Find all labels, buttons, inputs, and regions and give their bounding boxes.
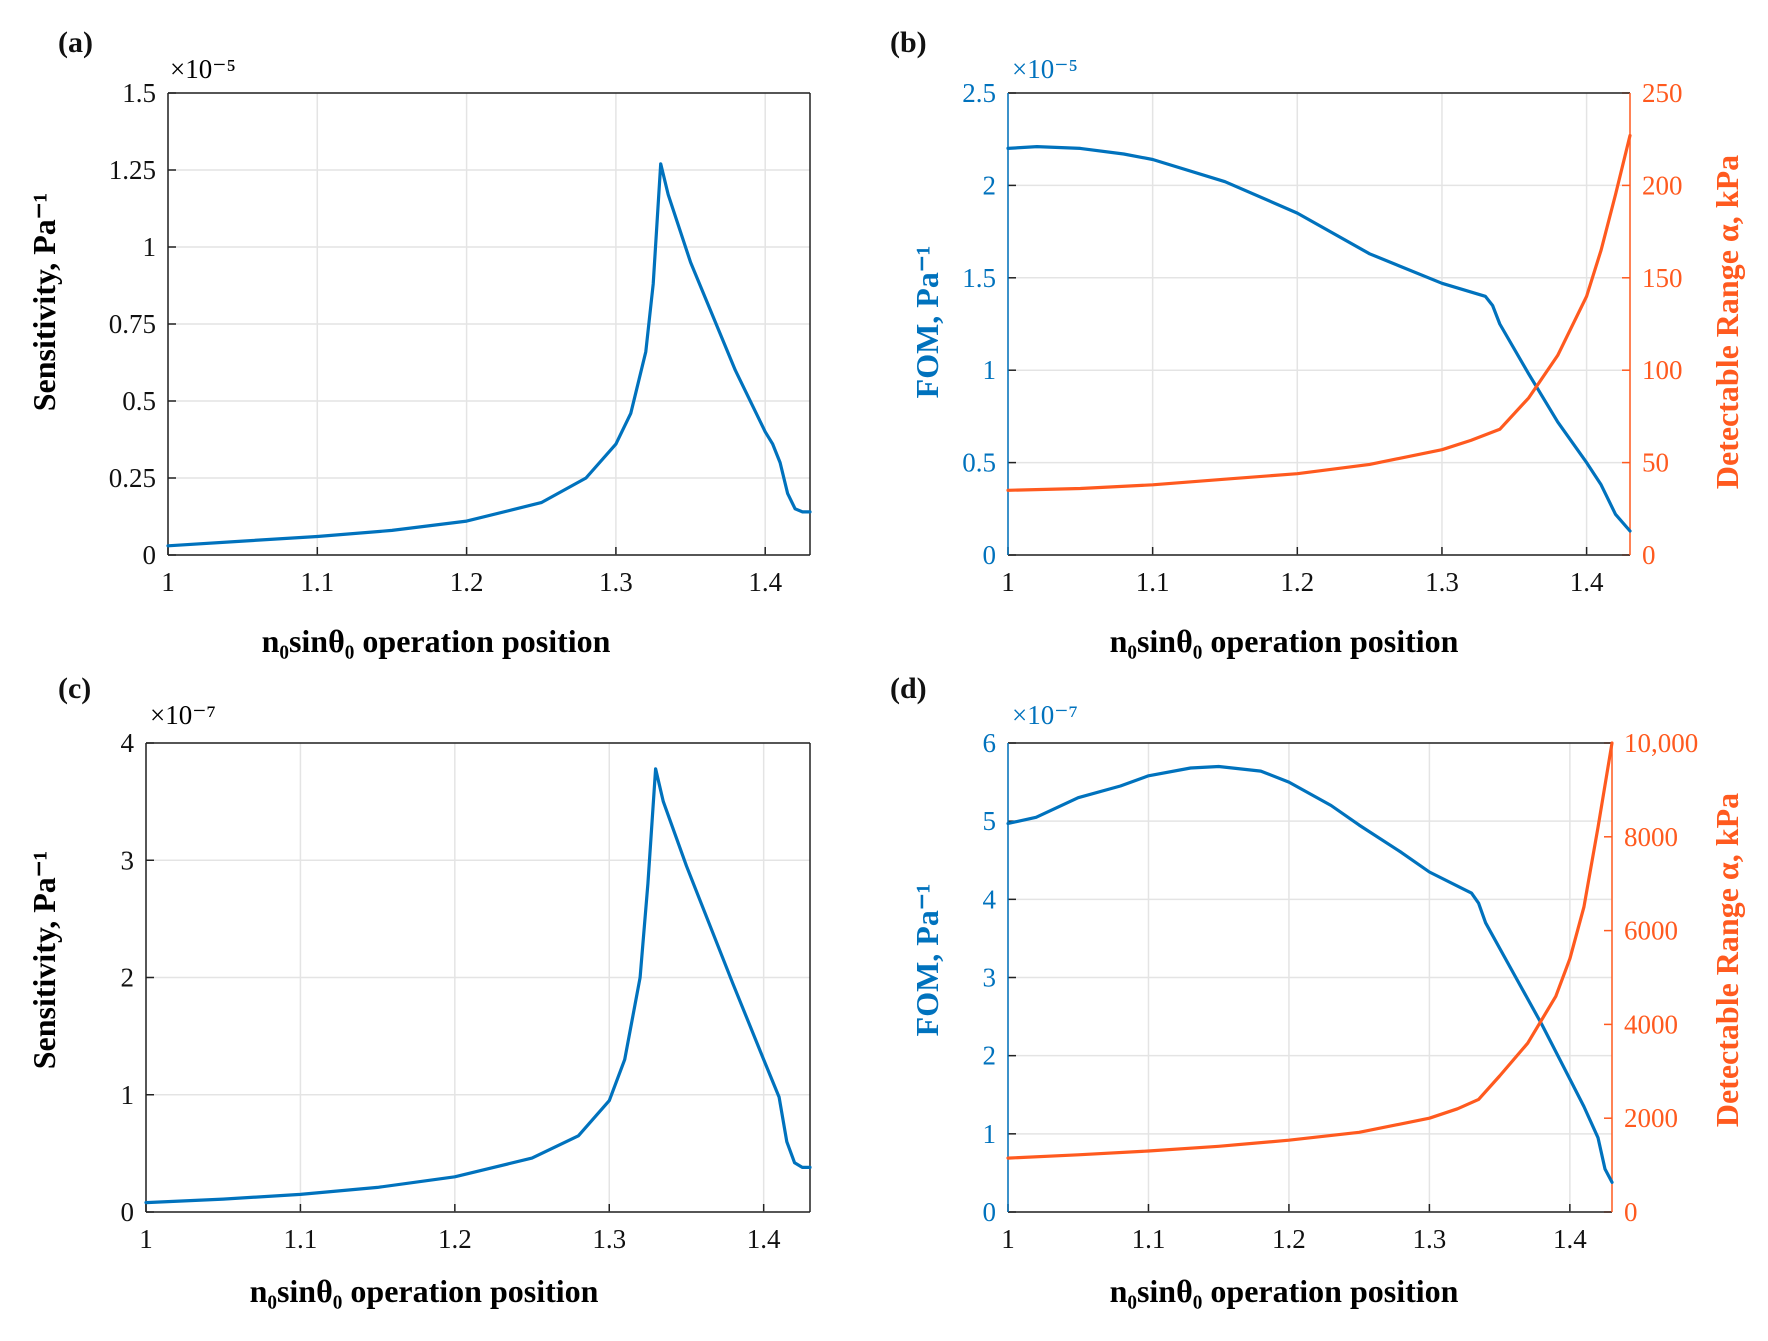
x-tick-label: 1.4 (748, 567, 782, 597)
x-tick-label: 1 (1001, 1224, 1015, 1254)
y-tick-label: 1 (121, 1080, 135, 1110)
panel-label-c: (c) (58, 672, 91, 705)
x-tick-label: 1.4 (1570, 567, 1604, 597)
panel-a: (a) ×10⁻⁵ Sensitivity, Pa⁻¹ n₀sinθ₀ oper… (26, 26, 812, 659)
x-tick-label: 1.1 (1132, 1224, 1166, 1254)
series-line-fom (1006, 145, 1632, 533)
x-tick-label: 1.2 (438, 1224, 472, 1254)
y-tick-label: 1 (143, 232, 157, 262)
x-tick-label: 1.2 (450, 567, 484, 597)
y-tick-label: 2 (983, 1041, 997, 1071)
y-tick-label: 0.25 (109, 463, 156, 493)
series-line-sensitivity (144, 767, 812, 1205)
x-tick-label: 1.1 (284, 1224, 318, 1254)
exponent-label-b: ×10⁻⁵ (1012, 54, 1078, 84)
x-axis-label-d: n₀sinθ₀ operation position (1110, 1273, 1459, 1309)
y-tick-label: 4 (121, 728, 135, 758)
x-tick-label: 1.4 (1553, 1224, 1587, 1254)
y-right-tick-label: 0 (1642, 540, 1656, 570)
y-tick-label: 1.5 (122, 78, 156, 108)
x-tick-label: 1.2 (1272, 1224, 1306, 1254)
x-tick-label: 1.3 (599, 567, 633, 597)
y-right-tick-label: 4000 (1624, 1009, 1678, 1039)
y-tick-label: 6 (983, 728, 997, 758)
panel-label-b: (b) (890, 26, 927, 59)
y-tick-label: 1 (983, 1119, 997, 1149)
y-right-tick-label: 250 (1642, 78, 1683, 108)
panel-d: (d) ×10⁻⁷ FOM, Pa⁻¹ Detectable Range α, … (890, 672, 1745, 1309)
y-right-tick-label: 0 (1624, 1197, 1638, 1227)
y-tick-label: 2 (121, 963, 135, 993)
exponent-label-a: ×10⁻⁵ (170, 54, 236, 84)
y-tick-label: 3 (121, 845, 135, 875)
y-right-tick-label: 8000 (1624, 822, 1678, 852)
y-tick-label: 3 (983, 963, 997, 993)
y-tick-label: 1.5 (962, 263, 996, 293)
y-right-tick-label: 100 (1642, 355, 1683, 385)
y-axis-label-c: Sensitivity, Pa⁻¹ (26, 851, 62, 1070)
x-tick-label: 1 (1001, 567, 1015, 597)
y-right-tick-label: 150 (1642, 263, 1683, 293)
x-axis-label-b: n₀sinθ₀ operation position (1110, 623, 1459, 659)
panel-b: (b) ×10⁻⁵ FOM, Pa⁻¹ Detectable Range α, … (890, 26, 1745, 659)
x-tick-label: 1 (161, 567, 175, 597)
x-axis-label-c: n₀sinθ₀ operation position (250, 1273, 599, 1309)
y-tick-label: 0 (983, 1197, 997, 1227)
y-tick-label: 1 (983, 355, 997, 385)
y-tick-label: 1.25 (109, 155, 156, 185)
y-axis-label-a: Sensitivity, Pa⁻¹ (26, 193, 62, 412)
x-tick-label: 1.1 (1136, 567, 1170, 597)
y-tick-label: 5 (983, 806, 997, 836)
y-axis-label-d: FOM, Pa⁻¹ (909, 884, 945, 1037)
y-axis-label-b: FOM, Pa⁻¹ (909, 246, 945, 399)
y-tick-label: 2.5 (962, 78, 996, 108)
y-tick-label: 0 (121, 1197, 135, 1227)
y-tick-label: 0.5 (962, 448, 996, 478)
y-right-tick-label: 10,000 (1624, 728, 1698, 758)
panel-label-a: (a) (58, 26, 93, 59)
y-tick-label: 4 (983, 884, 997, 914)
y-right-tick-label: 50 (1642, 448, 1669, 478)
x-tick-label: 1.3 (1425, 567, 1459, 597)
series-line-fom (1006, 764, 1614, 1184)
x-tick-label: 1 (139, 1224, 153, 1254)
y-axis-right-label-b: Detectable Range α, kPa (1709, 155, 1745, 489)
y-tick-label: 2 (983, 170, 997, 200)
panel-c: (c) ×10⁻⁷ Sensitivity, Pa⁻¹ n₀sinθ₀ oper… (26, 672, 812, 1309)
series-line-sensitivity (166, 162, 812, 548)
x-tick-label: 1.1 (300, 567, 334, 597)
series-line-detectable-range (1006, 133, 1632, 492)
y-right-tick-label: 2000 (1624, 1103, 1678, 1133)
y-right-tick-label: 200 (1642, 170, 1683, 200)
y-tick-label: 0.75 (109, 309, 156, 339)
x-axis-label-a: n₀sinθ₀ operation position (262, 623, 611, 659)
series-line-detectable-range (1006, 741, 1614, 1160)
y-tick-label: 0 (143, 540, 157, 570)
exponent-label-d: ×10⁻⁷ (1012, 700, 1078, 730)
x-tick-label: 1.3 (592, 1224, 626, 1254)
y-tick-label: 0.5 (122, 386, 156, 416)
y-tick-label: 0 (983, 540, 997, 570)
x-tick-label: 1.4 (747, 1224, 781, 1254)
x-tick-label: 1.2 (1280, 567, 1314, 597)
exponent-label-c: ×10⁻⁷ (150, 700, 216, 730)
panel-label-d: (d) (890, 672, 927, 705)
y-axis-right-label-d: Detectable Range α, kPa (1709, 793, 1745, 1127)
y-right-tick-label: 6000 (1624, 916, 1678, 946)
x-tick-label: 1.3 (1413, 1224, 1447, 1254)
